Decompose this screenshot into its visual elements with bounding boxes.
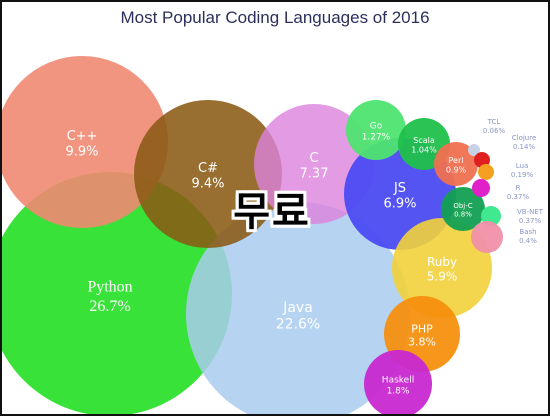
bubble-name-go: Go [370, 122, 383, 132]
bubble-value-ruby: 5.9% [427, 270, 458, 284]
bubble-circle-c- [2, 56, 168, 228]
bubble-c-: C++9.9% [2, 56, 168, 228]
bubble-name-c: C [309, 151, 318, 166]
bubble-value-java: 22.6% [276, 317, 320, 333]
bubble-name-bash: Bash [519, 228, 536, 236]
bubble-name-tcl: TCL [487, 118, 501, 126]
bubble-c-: C#9.4% [134, 100, 282, 248]
bubble-value-vb-net: 0.37% [519, 217, 542, 225]
bubble-value-c: 7.37 [300, 167, 329, 182]
bubble-circle-go [346, 100, 406, 160]
bubble-circle-tcl [468, 144, 480, 156]
bubble-name-scala: Scala [413, 136, 435, 145]
bubble-name-perl: Perl [449, 156, 464, 165]
bubble-circle-haskell [364, 350, 432, 414]
bubble-value-c-: 9.4% [191, 177, 224, 192]
bubble-value-lua: 0.19% [511, 171, 534, 179]
bubble-value-go: 1.27% [362, 132, 391, 142]
bubble-name-js: JS [393, 181, 406, 196]
bubble-circle-ruby [392, 218, 492, 318]
bubble-name-r: R [516, 184, 521, 192]
bubble-circle-lua [478, 164, 494, 180]
bubble-value-c-: 9.9% [65, 145, 98, 160]
bubble-obj-c: Obj-C0.8% [441, 187, 485, 231]
bubble-value-scala: 1.04% [411, 145, 437, 154]
bubble-name-c-: C++ [67, 129, 98, 144]
bubble-name-vb-net: VB-NET [517, 208, 544, 216]
bubble-value-tcl: 0.06% [483, 127, 506, 135]
bubble-name-obj-c: Obj-C [453, 202, 472, 210]
bubble-value-php: 3.8% [408, 336, 436, 349]
bubble-circle-java [186, 202, 410, 414]
bubble-value-haskell: 1.8% [387, 386, 410, 396]
bubble-name-c-: C# [198, 161, 218, 176]
bubble-value-perl: 0.9% [446, 165, 467, 174]
bubble-value-js: 6.9% [383, 197, 416, 212]
bubble-value-python: 26.7% [89, 298, 130, 315]
bubble-value-r: 0.37% [507, 193, 530, 201]
overlay-stamp: 무료 [233, 189, 311, 235]
bubble-value-bash: 0.4% [519, 237, 537, 245]
bubble-value-clojure: 0.14% [513, 143, 536, 151]
bubble-name-lua: Lua [516, 162, 529, 170]
bubble-name-haskell: Haskell [382, 376, 414, 386]
bubble-circle-c- [134, 100, 282, 248]
bubble-value-obj-c: 0.8% [454, 210, 472, 218]
bubble-go: Go1.27% [346, 100, 406, 160]
chart-title: Most Popular Coding Languages of 2016 [120, 8, 430, 27]
bubble-circle-obj-c [441, 187, 485, 231]
bubble-name-python: Python [87, 279, 132, 296]
bubble-name-java: Java [282, 300, 313, 316]
bubble-name-ruby: Ruby [427, 255, 457, 269]
bubble-circle-bash [471, 221, 503, 253]
bubble-name-clojure: Clojure [512, 134, 537, 142]
bubble-circle-perl [434, 142, 478, 186]
bubble-name-php: PHP [411, 322, 433, 335]
bubble-circle-vb-net [481, 206, 501, 226]
bubble-r: R0.37% [472, 179, 529, 201]
bubble-circle-r [472, 179, 490, 197]
